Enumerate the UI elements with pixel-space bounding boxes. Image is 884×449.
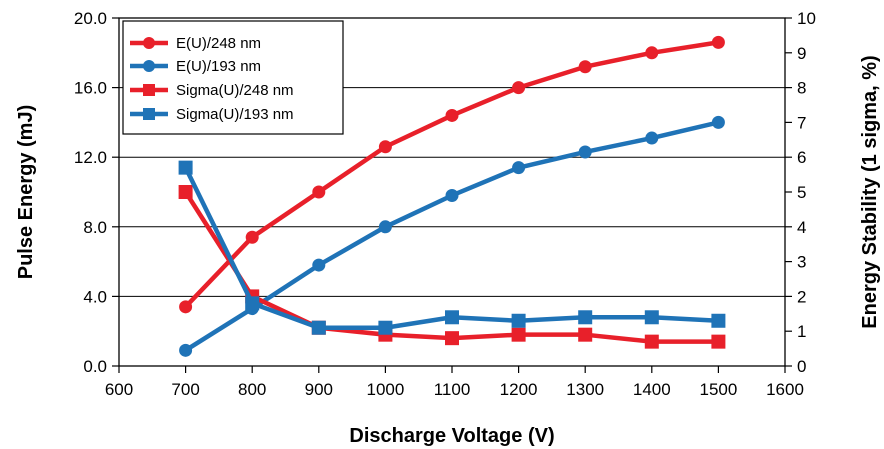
x-axis-title: Discharge Voltage (V) xyxy=(349,425,554,447)
data-point xyxy=(578,60,592,74)
data-point xyxy=(245,230,259,244)
legend-circle-marker xyxy=(143,37,155,49)
data-point xyxy=(378,140,392,154)
y-tick-label: 0.0 xyxy=(83,357,107,376)
legend-circle-marker xyxy=(143,60,155,72)
data-point xyxy=(512,161,526,175)
data-point xyxy=(312,258,326,272)
y2-axis-title: Energy Stability (1 sigma, %) xyxy=(859,55,881,328)
series-1 xyxy=(179,35,725,314)
series-layer xyxy=(178,35,726,357)
data-point xyxy=(445,188,459,202)
x-tick-label: 600 xyxy=(105,380,133,399)
data-point xyxy=(178,185,193,199)
x-tick-label: 1000 xyxy=(366,380,404,399)
legend-item-e193: E(U)/193 nm xyxy=(130,58,261,75)
data-point xyxy=(511,327,526,342)
data-point xyxy=(512,81,526,95)
legend-item-sigma193: Sigma(U)/193 nm xyxy=(130,106,294,123)
data-point xyxy=(511,313,526,328)
y-axis-title: Pulse Energy (mJ) xyxy=(15,105,37,280)
data-point xyxy=(378,320,393,335)
data-point xyxy=(645,46,659,60)
legend-item-sigma248: Sigma(U)/248 nm xyxy=(130,82,294,99)
x-tick-label: 1400 xyxy=(633,380,671,399)
data-point xyxy=(578,310,593,325)
data-point xyxy=(179,300,193,314)
x-tick-label: 1200 xyxy=(500,380,538,399)
data-point xyxy=(711,115,725,129)
legend-square-marker xyxy=(143,84,155,96)
data-point xyxy=(378,220,392,234)
y2-tick-label: 2 xyxy=(797,287,806,306)
y2-tick-label: 4 xyxy=(797,218,806,237)
data-point xyxy=(644,310,659,325)
data-point xyxy=(312,185,326,199)
legend-square-marker xyxy=(143,108,155,120)
legend-label-sigma248: Sigma(U)/248 nm xyxy=(176,82,294,99)
series-4 xyxy=(178,160,726,335)
data-point xyxy=(578,327,593,342)
legend-label-sigma193: Sigma(U)/193 nm xyxy=(176,106,294,123)
y-tick-label: 20.0 xyxy=(74,9,107,28)
data-point xyxy=(311,320,326,335)
y2-tick-label: 5 xyxy=(797,183,806,202)
y2-tick-label: 0 xyxy=(797,357,806,376)
y2-tick-label: 9 xyxy=(797,44,806,63)
data-point xyxy=(711,313,726,328)
data-point xyxy=(178,160,193,175)
x-tick-label: 1600 xyxy=(766,380,804,399)
x-tick-label: 1500 xyxy=(699,380,737,399)
x-tick-label: 700 xyxy=(171,380,199,399)
y-tick-label: 8.0 xyxy=(83,218,107,237)
legend-label-e193: E(U)/193 nm xyxy=(176,58,261,75)
legend-label-e248: E(U)/248 nm xyxy=(176,35,261,52)
y2-tick-label: 8 xyxy=(797,79,806,98)
series-2 xyxy=(179,115,725,357)
tick-layer: 600 700 800 900 1000 1100 1200 1300 1400 1500 1600… xyxy=(74,9,816,399)
x-tick-label: 1300 xyxy=(566,380,604,399)
y2-tick-label: 10 xyxy=(797,9,816,28)
data-point xyxy=(445,310,459,325)
data-point xyxy=(179,343,193,357)
data-point xyxy=(445,108,459,122)
y2-tick-label: 3 xyxy=(797,253,806,272)
y2-tick-label: 6 xyxy=(797,148,806,167)
y-tick-label: 4.0 xyxy=(83,287,107,306)
data-point xyxy=(445,331,459,346)
y-tick-label: 16.0 xyxy=(74,79,107,98)
legend: E(U)/248 nm E(U)/193 nm Sigma(U)/248 nm … xyxy=(122,20,344,135)
legend-item-e248: E(U)/248 nm xyxy=(130,35,261,52)
data-point xyxy=(578,145,592,159)
data-point xyxy=(711,35,725,49)
data-point xyxy=(645,131,659,145)
x-tick-label: 800 xyxy=(238,380,266,399)
y2-tick-label: 7 xyxy=(797,113,806,132)
data-point xyxy=(245,296,260,311)
y2-tick-label: 1 xyxy=(797,322,806,341)
x-tick-label: 900 xyxy=(305,380,333,399)
data-point xyxy=(644,334,659,349)
x-tick-label: 1100 xyxy=(434,380,471,399)
y-tick-label: 12.0 xyxy=(74,148,107,167)
data-point xyxy=(711,334,726,349)
